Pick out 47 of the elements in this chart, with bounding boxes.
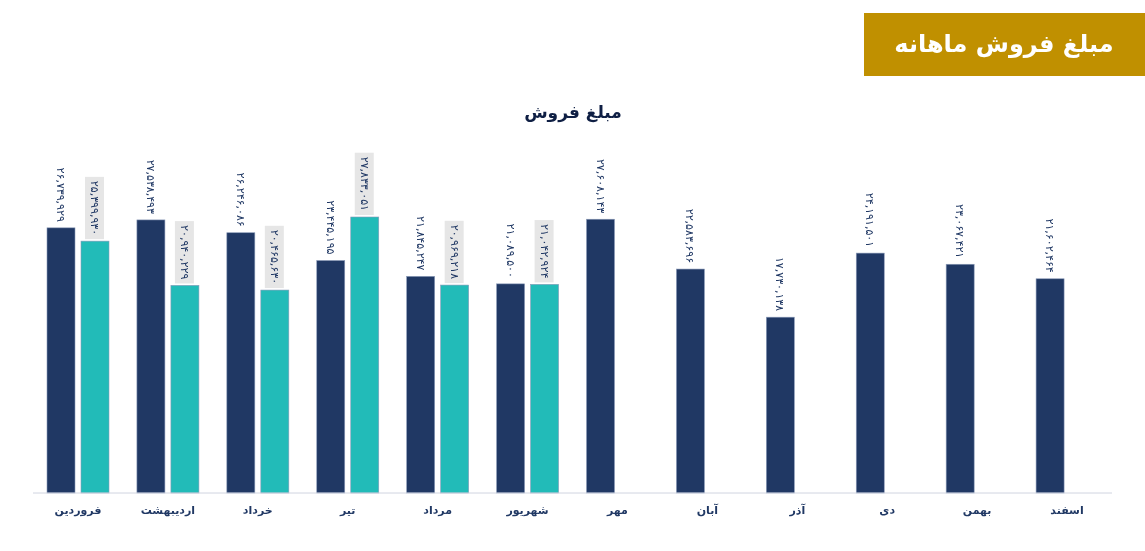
data-label: ۲۳,۰۶۷,۴۲۱ [953,203,967,259]
bar [316,260,346,494]
data-label: ۲۰,۴۶۵,۶۳۰ [267,229,281,285]
data-label: ۲۱,۰۴۲,۹۲۴ [537,224,551,279]
data-label: ۲۴,۱۹۱,۵۰۱ [863,192,877,248]
data-label: ۱۷,۷۳۰,۱۳۸ [773,256,787,312]
bar [945,263,975,494]
x-tick-label: فروردین [54,504,102,517]
chart-subtitle: مبلغ فروش [524,102,622,123]
data-label: ۲۶,۷۳۹,۹۲۹ [54,167,67,222]
data-label: ۲۷,۸۳۳,۰۵۱ [357,156,371,211]
data-label: ۲۱,۰۸۹,۵۰۰ [503,223,517,278]
data-label: ۲۱,۸۴۵,۲۴۷ [413,216,427,271]
x-tick-label: شهریور [505,504,549,517]
bar [80,240,110,494]
bar [226,232,256,494]
x-tick-label: اسفند [1050,504,1084,517]
data-label: ۲۶,۲۴۶,۰۸۶ [233,172,247,227]
bar [46,227,76,494]
data-label: ۲۱,۶۰۲,۴۶۴ [1043,218,1057,273]
x-tick-label: دی [879,504,896,517]
chart-title: مبلغ فروش ماهانه [894,30,1114,58]
data-label: ۲۷,۵۳۸,۴۹۳ [143,159,157,215]
data-label: ۲۵,۳۹۹,۹۳۰ [88,180,101,236]
bar [260,289,290,494]
data-label: ۲۰,۹۴۰,۲۲۹ [177,225,191,280]
data-label: ۲۳,۴۴۵,۱۹۵ [323,200,337,255]
x-tick-label: خرداد [242,504,273,517]
x-tick-label: بهمن [962,504,992,517]
bar [586,218,615,494]
bar [136,219,166,494]
bar [855,252,885,494]
x-tick-label: اردیبهشت [140,504,196,517]
bar [676,268,705,494]
bar [766,316,795,494]
bar [1035,278,1065,494]
x-tick-label: آبان [696,503,719,517]
bar [440,284,469,494]
bar [496,283,525,494]
x-tick-label: مرداد [423,504,452,517]
data-label: ۲۷,۶۰۸,۱۴۳ [593,158,607,214]
data-label: ۲۰,۹۶۹,۲۱۸ [447,224,461,280]
x-tick-label: تیر [338,504,356,517]
x-tick-label: مهر [606,504,628,517]
x-tick-label: آذر [788,503,806,517]
bar [406,276,435,494]
data-label: ۲۲,۵۸۳,۶۹۶ [683,208,697,264]
